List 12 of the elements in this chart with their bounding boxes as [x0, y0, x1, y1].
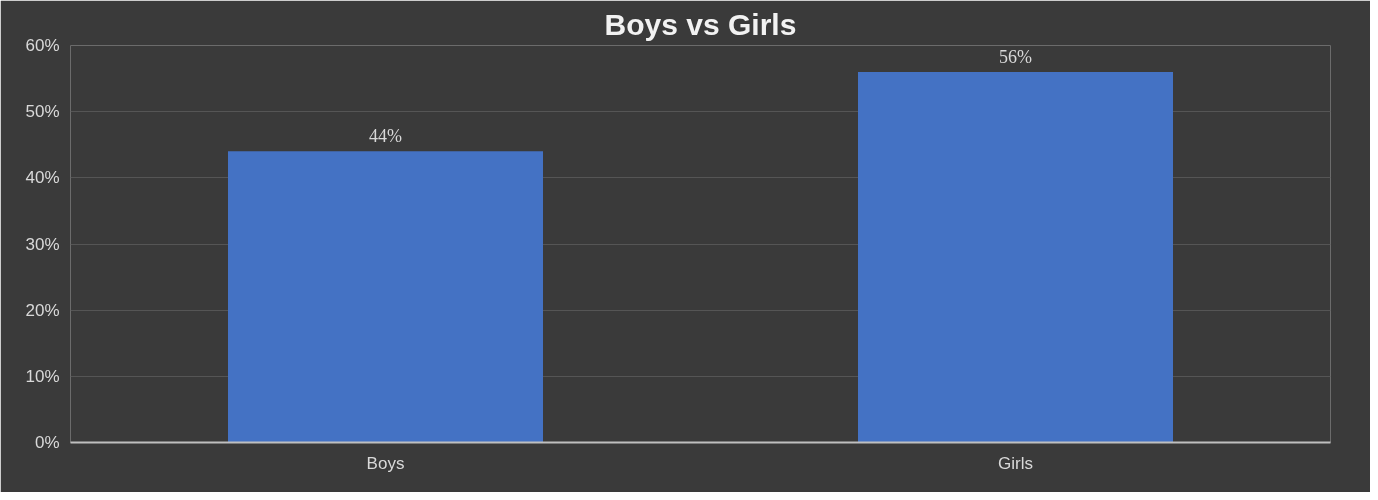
y-tick-label: 10% [25, 366, 60, 386]
y-tick-label: 20% [25, 300, 60, 320]
data-label: 44% [369, 126, 402, 147]
y-tick-label: 60% [25, 36, 60, 55]
x-tick-label: Boys [366, 453, 405, 473]
y-tick-label: 0% [34, 433, 60, 452]
y-tick-label: 50% [25, 102, 60, 122]
data-label: 56% [999, 46, 1032, 67]
chart-title: Boys vs Girls [604, 7, 797, 41]
x-tick-label: Girls [998, 453, 1033, 473]
y-tick-label: 40% [25, 168, 60, 188]
y-tick-label: 30% [25, 234, 60, 254]
